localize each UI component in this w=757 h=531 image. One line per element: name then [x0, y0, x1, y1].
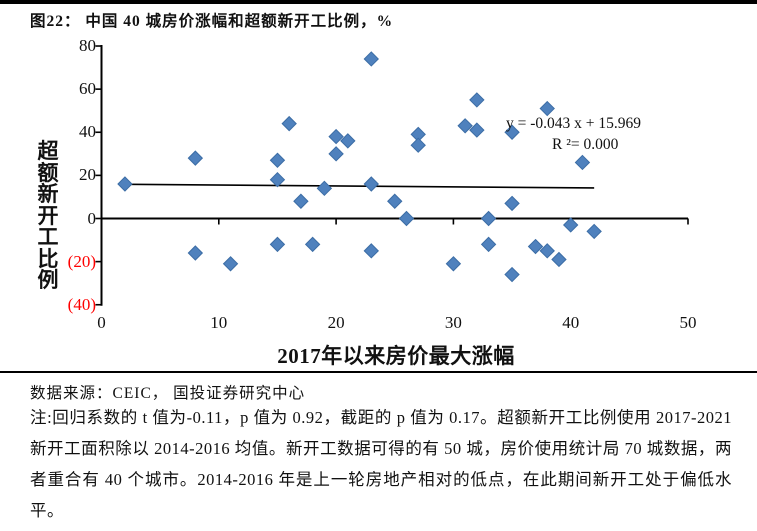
data-point-diamond [222, 256, 239, 272]
data-point-diamond [398, 210, 415, 227]
data-point-diamond [480, 210, 497, 227]
data-point-diamond [363, 176, 379, 192]
data-point-diamond [574, 154, 591, 171]
y-axis-title-char: 开 [37, 203, 59, 228]
figure-note: 注:回归系数的 t 值为-0.11，p 值为 0.92，截距的 p 值为 0.1… [30, 408, 732, 520]
data-point-diamond [363, 51, 379, 67]
equation-line2: R ²= 0.000 [552, 136, 619, 153]
top-divider [0, 0, 757, 4]
trendline-equation: y = -0.043 x + 15.969 R ²= 0.000 [506, 113, 641, 155]
x-tick-label: 20 [327, 313, 345, 332]
chart-canvas [95, 45, 689, 306]
data-point-diamond [269, 171, 286, 188]
data-point-diamond [586, 223, 602, 240]
data-point-diamond [187, 245, 204, 261]
y-tick-label: 60 [79, 79, 96, 99]
trend-line [124, 183, 595, 189]
y-tick-label: (40) [67, 294, 96, 314]
data-point-diamond [328, 128, 344, 145]
y-axis-title-char: 超 [37, 139, 59, 163]
data-point-diamond [562, 217, 579, 233]
data-point-diamond [387, 193, 403, 209]
x-axis-title: 2017年以来房价最大涨幅 [277, 344, 515, 368]
data-point-diamond [117, 176, 133, 192]
data-point-diamond [539, 243, 555, 259]
data-point-diamond [304, 236, 321, 253]
x-tick-label: 40 [562, 313, 580, 332]
y-axis-title-char: 比 [37, 246, 59, 271]
data-point-diamond [363, 243, 379, 259]
y-axis-title-char: 额 [37, 160, 59, 185]
y-axis-title-char: 工 [37, 225, 59, 249]
figure-title: 图22： 中国 40 城房价涨幅和超额新开工比例，% [30, 13, 394, 30]
x-tick-label: 30 [444, 313, 462, 332]
y-tick-label: 0 [87, 208, 97, 228]
y-tick-label: 80 [79, 36, 96, 56]
y-tick-label: (20) [67, 251, 96, 271]
data-source-line: 数据来源：CEIC， 国投证券研究中心 [30, 385, 306, 402]
y-axis-tick-labels: 80 60 40 20 0 (20) (40) [36, 0, 96, 375]
data-point-diamond [469, 122, 485, 138]
y-axis-title-char: 例 [37, 268, 59, 292]
x-tick-label: 50 [679, 313, 697, 332]
data-point-diamond [551, 251, 567, 268]
data-point-diamond [316, 180, 333, 197]
x-tick-label: 0 [97, 313, 106, 332]
data-point-diamond [328, 146, 344, 162]
data-point-diamond [457, 118, 473, 134]
y-axis-title: 超额新开工比例 [35, 139, 61, 292]
y-axis-title-char: 新 [37, 182, 59, 206]
data-point-diamond [269, 152, 286, 168]
data-point-diamond [269, 236, 286, 253]
data-point-diamond [445, 256, 462, 272]
y-tick-label: 20 [79, 165, 96, 185]
equation-line1: y = -0.043 x + 15.969 [506, 115, 642, 132]
data-point-diamond [340, 133, 356, 149]
footer-divider [0, 371, 757, 373]
data-point-diamond [527, 238, 544, 255]
data-point-diamond [281, 115, 297, 132]
data-point-diamond [410, 137, 426, 153]
data-point-diamond [504, 195, 520, 212]
x-tick-label: 10 [210, 313, 228, 332]
data-point-diamond [504, 266, 520, 283]
scatter-chart: 80 60 40 20 0 (20) (40) 0 10 20 30 40 50 超额新开工比例 20… [0, 0, 757, 375]
data-point-diamond [469, 92, 485, 108]
data-point-diamond [504, 124, 520, 140]
data-point-diamond [293, 193, 309, 209]
data-point-diamond [539, 100, 555, 117]
data-point-diamond [480, 236, 497, 253]
x-axis-tick-labels: 0 10 20 30 40 50 [0, 313, 757, 335]
y-tick-label: 40 [79, 122, 96, 142]
data-point-diamond [187, 150, 204, 166]
